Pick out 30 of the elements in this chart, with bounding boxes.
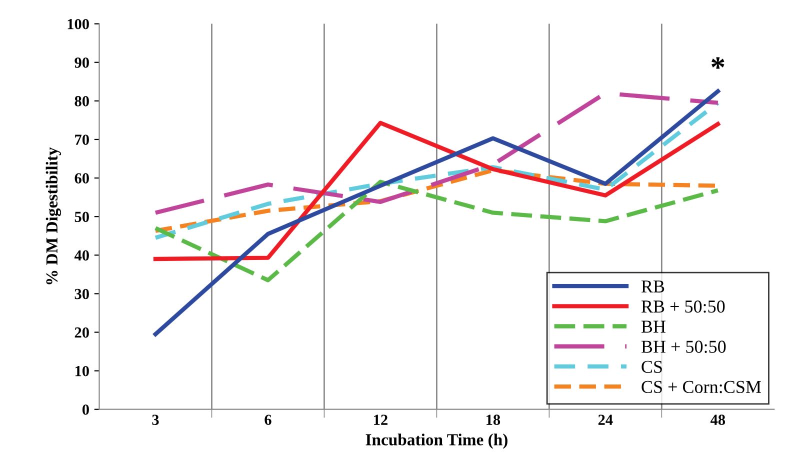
legend-label: RB + 50:50 bbox=[641, 300, 725, 313]
legend-label: CS bbox=[642, 360, 662, 373]
legend-label: CS + Corn:CSM bbox=[642, 380, 761, 394]
y-tick-label: 90 bbox=[74, 57, 89, 68]
line-series bbox=[153, 180, 720, 282]
x-tick-label: 3 bbox=[152, 414, 159, 425]
line-series bbox=[153, 100, 720, 240]
legend-label: BH bbox=[641, 320, 666, 333]
y-tick-label: 20 bbox=[74, 327, 89, 338]
x-axis-title: Incubation Time (h) bbox=[366, 434, 508, 449]
legend-label: RB bbox=[641, 280, 664, 292]
y-tick-label: 0 bbox=[82, 404, 89, 415]
y-tick-label: 100 bbox=[68, 18, 89, 30]
x-tick-label: 12 bbox=[374, 414, 388, 425]
x-tick-label: 18 bbox=[486, 414, 500, 425]
y-tick-label: 30 bbox=[74, 288, 89, 300]
line-series bbox=[153, 120, 720, 262]
y-tick-label: 40 bbox=[74, 250, 89, 261]
legend-label: BH + 50:50 bbox=[641, 340, 726, 353]
y-axis-title: % DM Digestibility bbox=[46, 147, 62, 284]
x-tick-label: 24 bbox=[598, 414, 613, 425]
y-tick-label: 60 bbox=[74, 173, 89, 184]
x-tick-label: 6 bbox=[264, 414, 272, 425]
y-tick-label: 70 bbox=[75, 134, 89, 145]
y-tick-label: 80 bbox=[74, 96, 89, 106]
y-tick-label: 10 bbox=[75, 366, 89, 376]
line-series bbox=[153, 91, 720, 215]
x-tick-label: 48 bbox=[710, 414, 726, 425]
y-tick-label: 50 bbox=[74, 212, 89, 222]
annotation: * bbox=[712, 57, 724, 69]
